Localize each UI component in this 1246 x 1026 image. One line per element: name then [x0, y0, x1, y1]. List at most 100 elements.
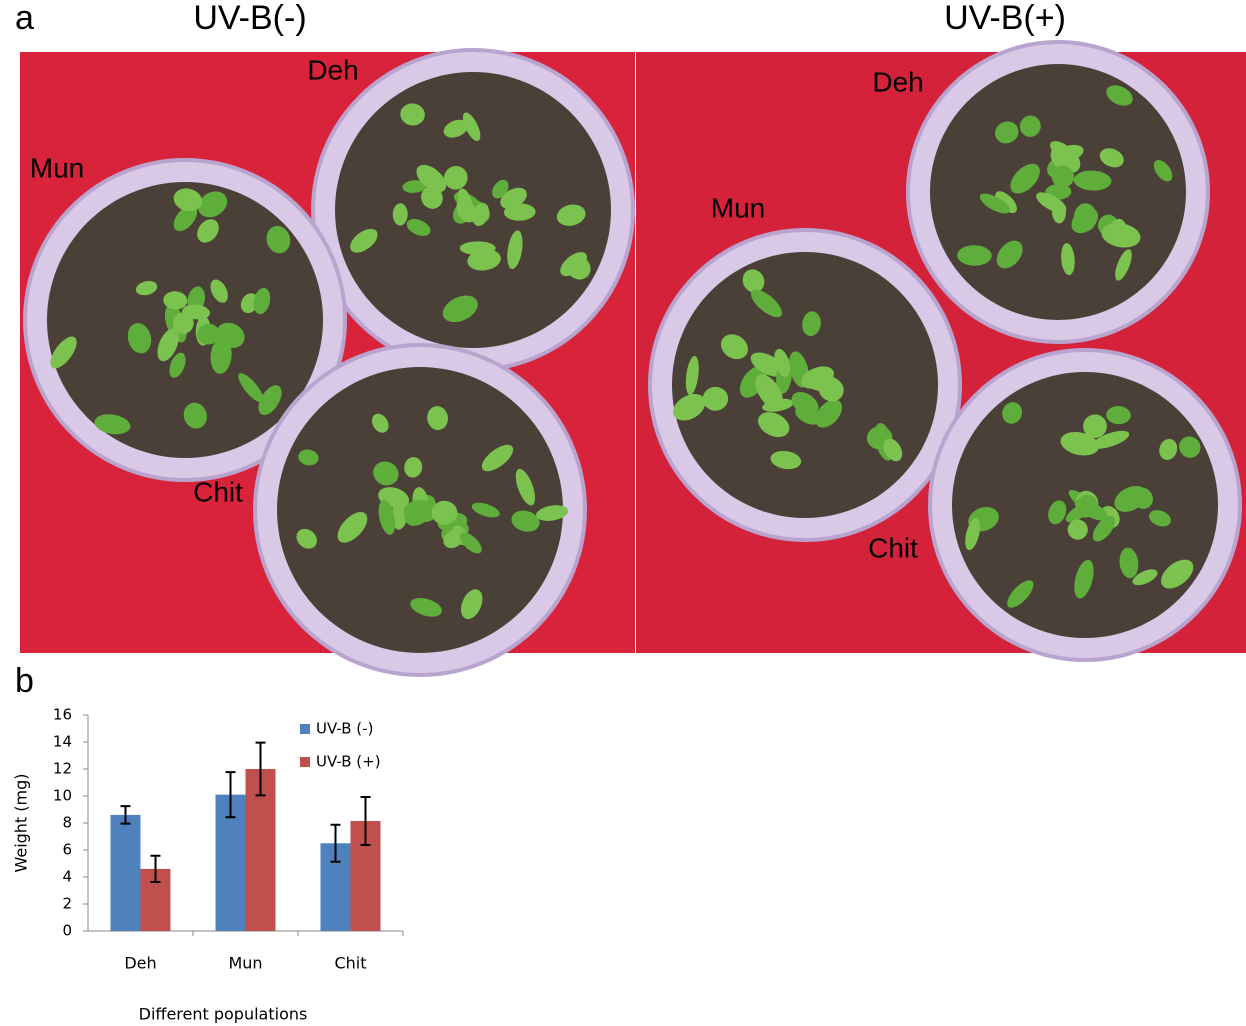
leaf: [371, 413, 389, 433]
leaf: [750, 289, 782, 318]
leaf: [416, 164, 447, 193]
y-tick-label: 10: [53, 787, 72, 805]
leaf: [1149, 510, 1171, 527]
x-tick-label: Mun: [228, 954, 262, 973]
leaf: [1153, 159, 1173, 182]
pot-label: Chit: [193, 476, 243, 507]
x-tick-label: Deh: [124, 954, 156, 973]
leaf: [801, 366, 835, 389]
leaf: [1061, 243, 1075, 276]
leaf: [673, 393, 706, 421]
y-axis-label: Weight (mg): [12, 773, 31, 872]
leaf: [556, 204, 586, 226]
photo-title: UV-B(+): [944, 0, 1066, 37]
leaf: [774, 348, 791, 377]
leaf: [1091, 430, 1130, 449]
leaf: [566, 255, 591, 280]
error-bar: [330, 823, 341, 863]
leaf: [742, 269, 765, 293]
leaf: [173, 188, 203, 212]
leaf: [1119, 547, 1139, 579]
leaf: [210, 337, 232, 374]
leaf: [1010, 163, 1040, 194]
y-tick-label: 12: [53, 760, 72, 778]
error-bar: [150, 854, 161, 883]
leaf: [460, 589, 483, 620]
leaf: [135, 280, 158, 296]
leaf: [296, 528, 317, 549]
leaf: [1101, 223, 1141, 248]
legend-swatch: [300, 757, 310, 767]
leaf: [127, 322, 152, 354]
leaf: [50, 336, 77, 369]
leaf: [337, 511, 368, 543]
leaf: [210, 279, 228, 303]
leaf: [400, 103, 425, 126]
leaf: [1179, 436, 1201, 458]
leaf: [511, 510, 540, 532]
leaf: [266, 225, 291, 254]
x-axis-label: Different populations: [139, 1005, 308, 1024]
leaf: [1002, 402, 1023, 424]
leaf: [702, 386, 729, 411]
leaf: [1092, 516, 1115, 542]
x-tick-label: Chit: [334, 954, 366, 973]
leaf: [457, 188, 473, 216]
leaf: [163, 291, 188, 310]
leaf: [507, 230, 523, 270]
leaf: [182, 304, 211, 320]
leaf: [173, 205, 198, 232]
leaf: [404, 457, 423, 478]
pot-label: Mun: [30, 152, 84, 183]
leaf: [410, 598, 442, 617]
error-bar: [255, 741, 266, 797]
leaf: [995, 191, 1017, 214]
leaf: [1115, 249, 1132, 281]
leaf: [169, 352, 186, 378]
leaf: [298, 449, 319, 466]
panel-label: a: [15, 0, 34, 37]
leaf: [481, 444, 514, 472]
leaf: [443, 529, 464, 549]
leaf: [471, 502, 500, 518]
leaf: [406, 218, 431, 236]
leaf: [1099, 148, 1124, 168]
leaf: [750, 352, 785, 377]
leaf: [443, 165, 468, 190]
leaf: [535, 505, 569, 521]
leaf: [459, 241, 496, 256]
leaf: [770, 450, 802, 470]
leaf: [392, 203, 408, 226]
pots: [23, 40, 1242, 677]
leaf: [197, 191, 228, 218]
pot-label: Deh: [307, 54, 358, 85]
leaf: [197, 219, 219, 243]
leaf: [815, 399, 843, 428]
leaf: [1083, 414, 1107, 439]
leaf: [1074, 499, 1108, 521]
leaf: [1074, 559, 1094, 599]
leaf: [979, 193, 1010, 214]
leaf: [1132, 569, 1158, 586]
leaf: [492, 179, 509, 199]
leaf: [1019, 115, 1041, 137]
leaf: [1073, 170, 1112, 191]
leaf: [350, 228, 378, 253]
pot-label: Mun: [711, 192, 765, 223]
y-tick-label: 16: [53, 706, 72, 724]
leaf: [1073, 203, 1097, 232]
leaf: [503, 203, 536, 221]
leaf: [1067, 519, 1088, 540]
y-tick-label: 8: [62, 814, 72, 832]
leaf: [472, 202, 490, 226]
y-tick-label: 14: [53, 733, 72, 751]
legend-label: UV-B (+): [316, 753, 381, 771]
leaf: [403, 500, 439, 523]
leaf: [183, 402, 207, 429]
leaf: [373, 461, 399, 486]
leaf: [720, 334, 748, 360]
leaf: [427, 406, 448, 431]
error-bar: [120, 805, 131, 825]
